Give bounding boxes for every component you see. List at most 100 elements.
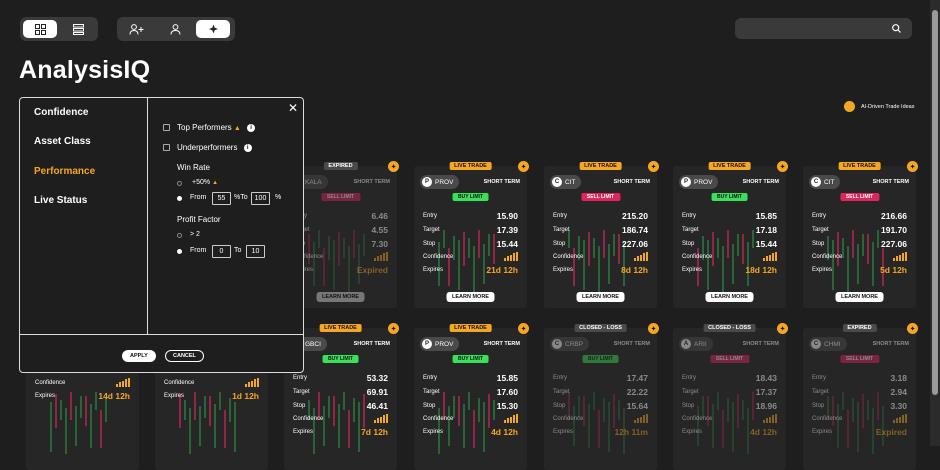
nav-confidence[interactable]: Confidence <box>34 107 89 118</box>
profit-factor-from-input[interactable]: 0 <box>212 245 231 258</box>
ticker-chip[interactable]: C CIT <box>809 175 841 189</box>
chart-candle <box>862 234 864 256</box>
ticker-chip[interactable]: P PROV <box>420 337 460 351</box>
ticker-chip[interactable]: C CRBP <box>550 337 590 351</box>
chart-candle <box>363 234 365 256</box>
learn-more-button[interactable]: LEARN MORE <box>316 292 365 302</box>
learn-more-button[interactable]: LEARN MORE <box>835 292 884 302</box>
stop-label: Stop <box>812 241 825 247</box>
chart-candle <box>214 404 216 448</box>
entry-label: Entry <box>423 213 438 219</box>
info-icon[interactable]: i <box>243 143 252 152</box>
chart-candle <box>613 234 615 256</box>
entry-value: 17.47 <box>626 373 648 383</box>
chart-candle <box>588 404 590 448</box>
user-button[interactable] <box>158 20 192 38</box>
trade-card[interactable]: LIVE TRADE ✦ P PROV SHORT TERM BUY LIMIT Entry… <box>673 161 788 308</box>
search-bar[interactable] <box>735 18 912 39</box>
expires-value: 5d 12h <box>880 265 907 275</box>
ticker-chip[interactable]: A ARII <box>679 337 713 351</box>
learn-more-button[interactable]: LEARN MORE <box>705 292 754 302</box>
apply-button[interactable]: APPLY <box>122 350 156 362</box>
chart-candle <box>333 396 335 426</box>
status-badge: LIVE TRADE <box>319 324 362 332</box>
profit-factor-range-radio[interactable] <box>177 249 182 254</box>
close-icon[interactable]: ✕ <box>287 101 298 115</box>
confidence-label: Confidence <box>553 415 584 422</box>
chart-candle <box>85 396 87 426</box>
sparkle-badge-icon: ✦ <box>648 323 659 334</box>
trade-card[interactable]: CLOSED - LOSS ✦ A ARII SHORT TERM SELL LIMIT E… <box>673 323 788 470</box>
learn-more-button[interactable]: LEARN MORE <box>446 292 495 302</box>
win-rate-to-input[interactable]: 100 <box>251 192 270 205</box>
ticker-chip[interactable]: C CHMI <box>809 337 847 351</box>
grid-view-button[interactable] <box>23 20 57 38</box>
trade-card[interactable]: LIVE TRADE ✦ P PROV SHORT TERM BUY LIMIT Entry… <box>414 161 529 308</box>
win-rate-plus50-radio[interactable] <box>177 181 182 186</box>
ticker-chip[interactable]: C CIT <box>550 175 582 189</box>
trade-card[interactable]: LIVE TRADE ✦ P PROV SHORT TERM BUY LIMIT Entry… <box>414 323 529 470</box>
trade-card[interactable]: CLOSED - LOSS ✦ C CRBP SHORT TERM BUY LIMIT En… <box>544 323 659 470</box>
view-toggle-group <box>20 17 98 41</box>
stop-value: 15.64 <box>626 401 648 411</box>
sparkle-badge-icon: ✦ <box>518 323 529 334</box>
search-icon[interactable] <box>892 24 901 33</box>
nav-performance[interactable]: Performance <box>34 166 96 177</box>
trade-card[interactable]: LIVE TRADE ✦ C CIT SHORT TERM SELL LIMIT Entry… <box>544 161 659 308</box>
chart-candle <box>578 396 580 418</box>
chart-candle <box>857 402 859 452</box>
chart-candle <box>747 408 749 454</box>
company-logo: C <box>552 339 562 349</box>
profit-factor-gt2-label: > 2 <box>190 231 200 238</box>
chart-candle <box>882 406 884 446</box>
confidence-bars <box>763 252 777 261</box>
order-type-badge: SELL LIMIT <box>580 193 621 201</box>
top-performers-checkbox[interactable] <box>163 124 170 131</box>
nav-asset-class[interactable]: Asset Class <box>34 136 91 147</box>
price-chart <box>438 372 498 454</box>
entry-row: Entry 216.66 <box>812 211 907 221</box>
target-label: Target <box>553 227 570 233</box>
ticker-chip[interactable]: P PROV <box>420 175 460 189</box>
underperformers-checkbox[interactable] <box>163 144 170 151</box>
scrollbar-thumb[interactable] <box>932 10 938 395</box>
win-rate-range-radio[interactable] <box>177 196 182 201</box>
chart-candle <box>712 404 714 448</box>
list-view-button[interactable] <box>61 20 95 38</box>
nav-live-status[interactable]: Live Status <box>34 195 88 206</box>
confidence-bars <box>893 414 907 423</box>
price-chart <box>438 210 498 292</box>
ai-ideas-button[interactable] <box>196 20 230 38</box>
ticker-symbol: ARII <box>694 340 707 348</box>
trade-card[interactable]: EXPIRED ✦ C CHMI SHORT TERM SELL LIMIT Entry 3.… <box>803 323 918 470</box>
entry-value: 216.66 <box>881 211 907 221</box>
ticker-chip[interactable]: P PROV <box>679 175 719 189</box>
chart-candle <box>105 398 107 422</box>
expires-row: Expires 21d 12h <box>423 265 518 275</box>
chart-candle <box>358 244 360 284</box>
chart-candle <box>618 234 620 264</box>
entry-value: 3.18 <box>890 373 907 383</box>
chart-candle <box>184 400 186 420</box>
expires-value: 18d 12h <box>745 265 777 275</box>
follow-users-button[interactable] <box>120 20 154 38</box>
chart-candle <box>568 392 570 420</box>
profit-factor-gt2-radio[interactable] <box>177 233 182 238</box>
entry-label: Entry <box>682 375 697 381</box>
chart-candle <box>588 232 590 266</box>
info-icon[interactable]: i <box>247 123 256 132</box>
chart-candle <box>343 392 345 410</box>
cancel-button[interactable]: CANCEL <box>165 350 204 362</box>
term-label: SHORT TERM <box>483 341 520 347</box>
target-label: Target <box>812 389 829 395</box>
entry-row: Entry 3.18 <box>812 373 907 383</box>
chart-candle <box>353 230 355 258</box>
stop-row: Stop 46.41 <box>293 401 388 411</box>
win-rate-from-input[interactable]: 55 <box>212 192 231 205</box>
entry-label: Entry <box>423 375 438 381</box>
profit-factor-to-input[interactable]: 10 <box>246 245 265 258</box>
trade-card[interactable]: LIVE TRADE ✦ C CIT SHORT TERM SELL LIMIT Entry… <box>803 161 918 308</box>
target-row: Target 22.22 <box>553 387 648 397</box>
learn-more-button[interactable]: LEARN MORE <box>576 292 625 302</box>
expires-label: Expires <box>423 267 444 273</box>
